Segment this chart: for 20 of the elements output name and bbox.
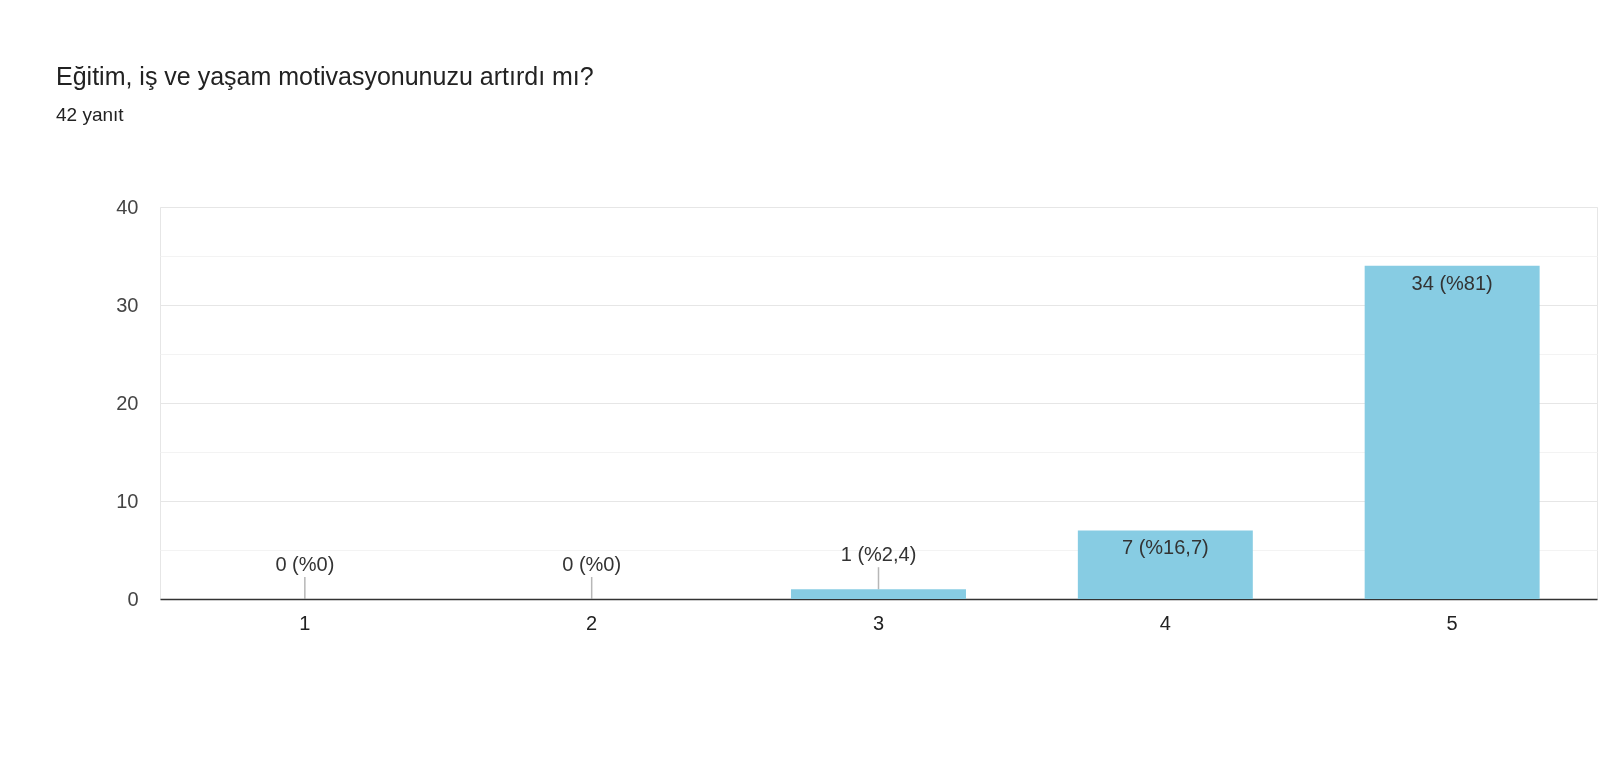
data-label: 0 (%0) [275,553,335,575]
x-tick-label: 1 [299,611,311,634]
x-tick-label: 2 [586,611,598,634]
chart-title: Eğitim, iş ve yaşam motivasyonunuzu artırdı mı? [56,62,594,90]
y-tick-label: 40 [116,195,139,218]
data-label: 0 (%0) [562,553,622,575]
x-tick-label: 3 [872,611,885,634]
y-tick-label: 0 [127,587,139,610]
y-tick-label: 30 [116,293,139,316]
bar [1364,265,1540,599]
bar [1077,530,1253,599]
chart-subtitle: 42 yanıt [56,104,125,125]
data-label: 1 (%2,4) [840,543,917,566]
y-tick-label: 20 [116,391,139,414]
data-label: 7 (%16,7) [1121,536,1209,559]
y-tick-label: 10 [116,489,139,512]
x-tick-label: 4 [1159,611,1171,634]
bar [791,589,966,599]
data-label: 34 (%81) [1411,271,1493,294]
x-tick-label: 5 [1446,611,1458,634]
